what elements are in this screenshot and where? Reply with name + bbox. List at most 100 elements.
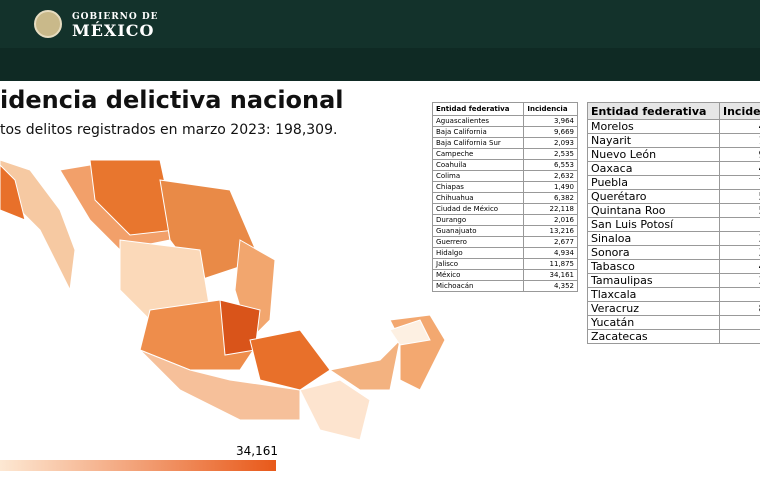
incidence-cell: 4,352 [523, 280, 578, 292]
state-cell: Nayarit [587, 133, 720, 148]
state-cell: México [431, 269, 525, 281]
state-cell: Sinaloa [587, 231, 720, 246]
legend-max: 34,161 [236, 444, 278, 458]
table-row: Campeche 2,535 [431, 148, 578, 160]
header-row: Entidad federativa Incide [587, 102, 760, 120]
table-row: Baja California 9,669 [431, 126, 578, 138]
table-row: Nayarit1,02 [587, 133, 760, 148]
incidence-cell: 4,03 [719, 161, 760, 176]
incidence-cell: 4,27 [719, 259, 760, 274]
table-row: Jalisco 11,875 [431, 258, 578, 270]
state-cell: Guerrero [431, 236, 525, 248]
table-row: Sonora3,18 [587, 245, 760, 260]
table-row: Coahuila 6,553 [431, 159, 578, 171]
state-cell: Oaxaca [587, 161, 720, 176]
column-header: Entidad federativa [587, 102, 720, 120]
table-right: Entidad federativaIncideMorelos4,34Nayar… [587, 102, 760, 344]
state-cell: Baja California Sur [431, 137, 525, 149]
table-row: Zacatecas2,4 [587, 329, 760, 344]
incidence-cell: 34,161 [523, 269, 578, 281]
legend-bar [0, 460, 276, 471]
table-row: Tlaxcala36 [587, 287, 760, 302]
incidence-cell: 2,016 [523, 214, 578, 226]
state-cell: Zacatecas [587, 329, 720, 344]
table-row: Oaxaca4,03 [587, 161, 760, 176]
state-cell: Tabasco [587, 259, 720, 274]
state-cell: Puebla [587, 175, 720, 190]
incidence-cell: 6,553 [523, 159, 578, 171]
table-row: Quintana Roo5,12 [587, 203, 760, 218]
state-cell: Nuevo León [587, 147, 720, 162]
incidence-cell: 3,77 [719, 273, 760, 288]
table-row: Morelos4,34 [587, 119, 760, 134]
incidence-cell: 7,00 [719, 175, 760, 190]
state-cell: Morelos [587, 119, 720, 134]
table-row: San Luis Potosí5,5 [587, 217, 760, 232]
incidence-cell: 6,382 [523, 192, 578, 204]
header-row: Entidad federativa Incidencia [431, 102, 578, 116]
table-row: Tamaulipas3,77 [587, 273, 760, 288]
state-cell: Guanajuato [431, 225, 525, 237]
incidence-cell: 9,24 [719, 147, 760, 162]
table-row: Querétaro5,79 [587, 189, 760, 204]
column-header: Incide [719, 102, 760, 120]
table-row: Guerrero 2,677 [431, 236, 578, 248]
table-row: Chiapas 1,490 [431, 181, 578, 193]
state-cell: San Luis Potosí [587, 217, 720, 232]
table-row: Veracruz8,16 [587, 301, 760, 316]
table-row: Yucatán38 [587, 315, 760, 330]
slide-subtitle: tos delitos registrados en marzo 2023: 1… [0, 122, 338, 138]
table-left: Entidad federativa Incidencia Aguascalient… [431, 102, 578, 292]
incidence-cell: 9,669 [523, 126, 578, 138]
table-row: Guanajuato 13,216 [431, 225, 578, 237]
state-cell: Campeche [431, 148, 525, 160]
brand-top: GOBIERNO DE [72, 12, 159, 22]
incidence-cell: 5,5 [719, 217, 760, 232]
state-cell: Aguascalientes [431, 115, 525, 127]
table-row: Puebla7,00 [587, 175, 760, 190]
incidence-cell: 2,093 [523, 137, 578, 149]
incidence-cell: 5,12 [719, 203, 760, 218]
slide-title: idencia delictiva nacional [0, 86, 344, 114]
incidence-cell: 8,16 [719, 301, 760, 316]
incidence-cell: 13,216 [523, 225, 578, 237]
state-cell: Veracruz [587, 301, 720, 316]
incidence-cell: 1,490 [523, 181, 578, 193]
map [0, 159, 446, 440]
state-cell: Ciudad de México [431, 203, 525, 215]
table-row: Durango 2,016 [431, 214, 578, 226]
state-cell: Michoacán [431, 280, 525, 292]
incidence-cell: 2,535 [523, 148, 578, 160]
state-cell: Coahuila [431, 159, 525, 171]
sub-band [0, 48, 760, 81]
table-row: Hidalgo 4,934 [431, 247, 578, 259]
table-row: Sinaloa3,02 [587, 231, 760, 246]
incidence-cell: 4,934 [523, 247, 578, 259]
incidence-cell: 3,02 [719, 231, 760, 246]
table-row: Baja California Sur 2,093 [431, 137, 578, 149]
table-row: Colima 2,632 [431, 170, 578, 182]
table-row: Aguascalientes 3,964 [431, 115, 578, 127]
incidence-cell: 2,4 [719, 329, 760, 344]
state-cell: Tlaxcala [587, 287, 720, 302]
incidence-cell: 4,34 [719, 119, 760, 134]
incidence-cell: 22,118 [523, 203, 578, 215]
state-cell: Chiapas [431, 181, 525, 193]
table-row: Chihuahua 6,382 [431, 192, 578, 204]
table-row: Tabasco4,27 [587, 259, 760, 274]
state-cell: Chihuahua [431, 192, 525, 204]
column-header: Incidencia [523, 102, 578, 116]
table-row: Michoacán 4,352 [431, 280, 578, 292]
incidence-cell: 38 [719, 315, 760, 330]
incidence-cell: 1,02 [719, 133, 760, 148]
incidence-cell: 11,875 [523, 258, 578, 270]
table-row: Nuevo León9,24 [587, 147, 760, 162]
state-cell: Sonora [587, 245, 720, 260]
incidence-cell: 3,964 [523, 115, 578, 127]
state-cell: Hidalgo [431, 247, 525, 259]
state-cell: Querétaro [587, 189, 720, 204]
brand-main: MÉXICO [72, 21, 155, 40]
state-cell: Quintana Roo [587, 203, 720, 218]
state-cell: Colima [431, 170, 525, 182]
